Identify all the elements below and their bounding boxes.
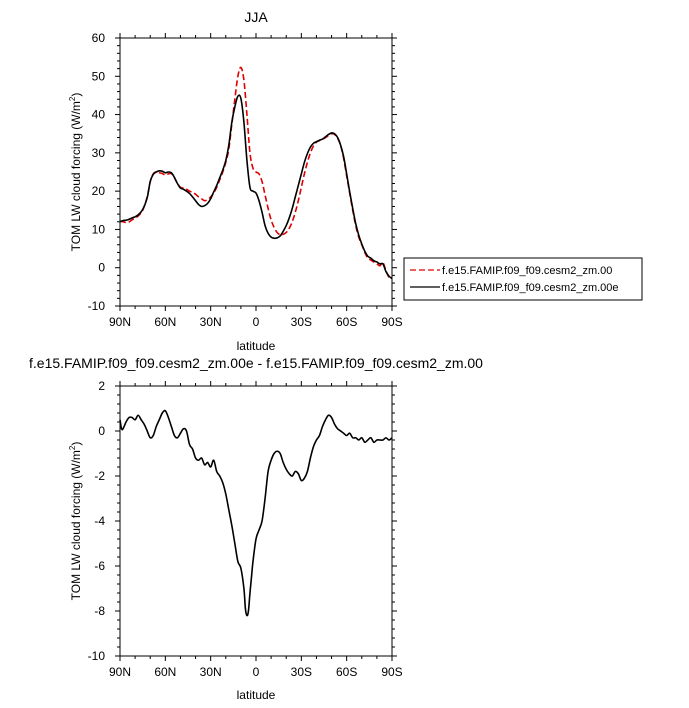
y-tick-label: -10 [88,649,106,663]
top-plot-frame [119,37,393,307]
top-x-axis-label: latitude [237,339,276,353]
x-tick-label: 60N [154,665,176,679]
y-tick-label: -2 [94,469,105,483]
bottom-y-axis-label: TOM LW cloud forcing (W/m2) [68,442,83,601]
bottom-plot-frame [119,385,393,657]
bottom-x-axis-label: latitude [237,688,276,702]
y-tick-label: -4 [94,514,105,528]
y-tick-label: -10 [88,299,106,313]
x-tick-label: 60S [336,665,357,679]
top-y-axis-label-sup: 2 [68,96,77,101]
top-chart-title: JJA [244,9,268,25]
bottom-y-axis-label-main: TOM LW cloud forcing (W/m [69,450,83,600]
x-tick-label: 30S [291,665,312,679]
x-tick-label: 0 [253,315,260,329]
y-tick-label: 60 [92,31,106,45]
x-tick-label: 90S [381,315,402,329]
y-tick-label: 10 [92,222,106,236]
top-y-axis-label-main: TOM LW cloud forcing (W/m [69,101,83,251]
x-tick-label: 0 [253,665,260,679]
x-tick-label: 60S [336,315,357,329]
y-tick-label: 20 [92,184,106,198]
top-series-group [119,66,393,280]
y-tick-label: 0 [98,424,105,438]
legend: f.e15.FAMIP.f09_f09.cesm2_zm.00 f.e15.FA… [403,257,643,301]
legend-entry-series-1: f.e15.FAMIP.f09_f09.cesm2_zm.00 [442,265,612,277]
series-line-1 [119,66,393,280]
x-tick-label: 90N [109,315,131,329]
bottom-x-tick-labels: 90N 60N 30N 0 30S 60S 90S [109,665,403,679]
series-line-1 [119,409,393,617]
y-tick-label: 30 [92,146,106,160]
top-y-axis-label-end: ) [69,93,83,97]
legend-box [403,257,643,301]
y-tick-label: 2 [98,379,105,393]
x-tick-label: 30S [291,315,312,329]
y-tick-label: 40 [92,108,106,122]
x-tick-label: 30N [200,665,222,679]
bottom-panel: f.e15.FAMIP.f09_f09.cesm2_zm.00e - f.e15… [29,355,483,702]
top-x-tick-labels: 90N 60N 30N 0 30S 60S 90S [109,315,403,329]
bottom-y-tick-labels: -10 -8 -6 -4 -2 0 2 [88,379,106,663]
bottom-y-axis-label-end: ) [69,442,83,446]
x-tick-label: 60N [154,315,176,329]
y-tick-label: 50 [92,69,106,83]
top-panel: JJA 90N 60N 30N 0 30S 60S 90S -10 0 10 20 30 40 50 60… [68,9,643,353]
bottom-y-axis-label-sup: 2 [68,445,77,450]
y-tick-label: -8 [94,604,105,618]
legend-entry-series-2: f.e15.FAMIP.f09_f09.cesm2_zm.00e [442,282,619,294]
series-line-2 [119,94,393,280]
top-y-axis-label: TOM LW cloud forcing (W/m2) [68,93,83,252]
x-tick-label: 30N [200,315,222,329]
bottom-chart-title: f.e15.FAMIP.f09_f09.cesm2_zm.00e - f.e15… [29,355,483,371]
top-y-tick-labels: -10 0 10 20 30 40 50 60 [88,31,106,313]
y-tick-label: 0 [98,261,105,275]
x-tick-label: 90S [381,665,402,679]
x-tick-label: 90N [109,665,131,679]
bottom-series-group [119,409,393,617]
y-tick-label: -6 [94,559,105,573]
